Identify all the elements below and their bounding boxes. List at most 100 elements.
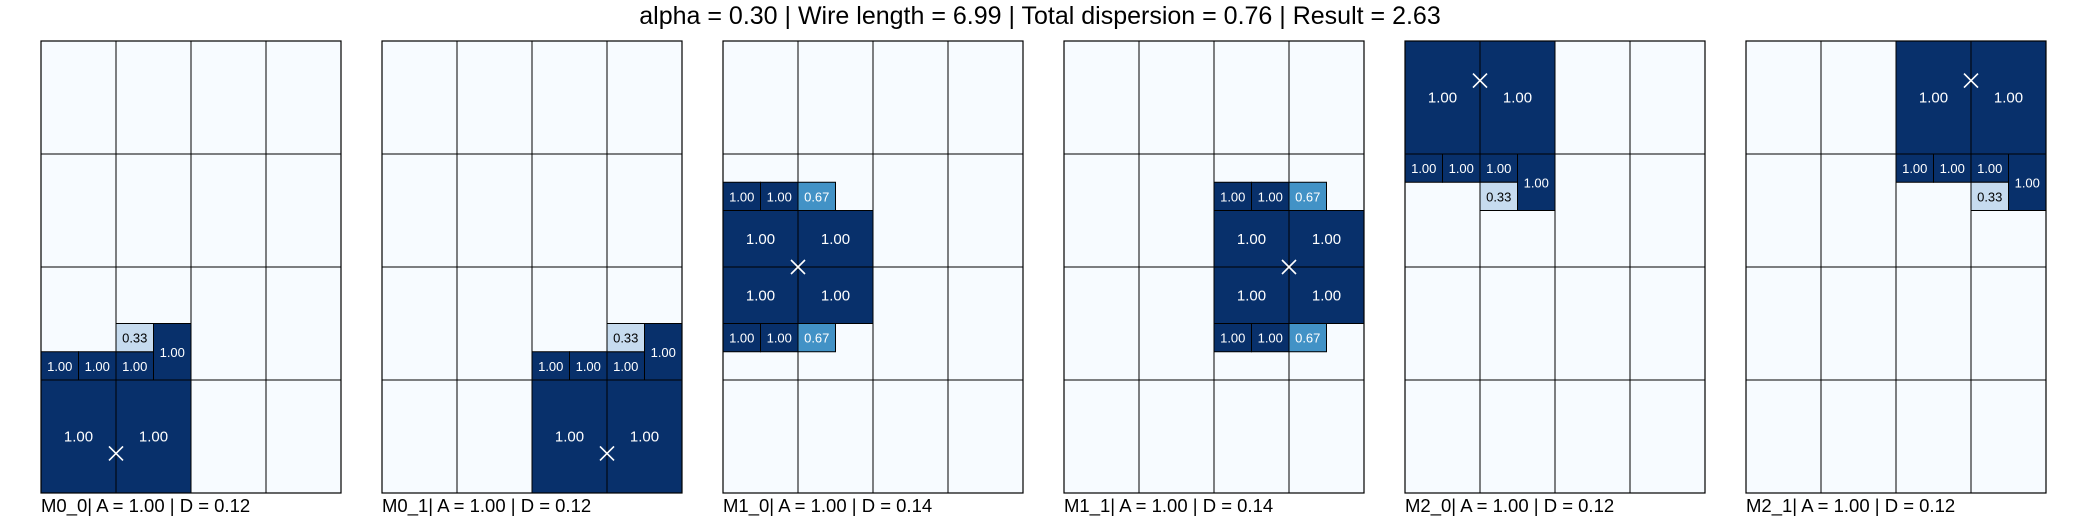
cell	[797, 323, 836, 353]
cell-value-label: 1.00	[729, 331, 754, 346]
cell-value-label: 1.00	[1220, 189, 1245, 204]
cell-value-label: 1.00	[1994, 90, 2023, 107]
cell-value-label: 0.67	[1295, 189, 1320, 204]
cell	[760, 181, 799, 211]
cell	[1479, 40, 1556, 155]
panel-m1-1: 1.00 1.00 0.67 1.00 1.00 1.00 1.00 1.00 1.00 0.67	[1063, 40, 1365, 494]
cell-value-label: 1.00	[1902, 161, 1927, 176]
cell-value-label: 0.67	[804, 331, 829, 346]
panel-frame	[722, 40, 1024, 494]
cell-value-label: 1.00	[746, 287, 775, 304]
cell-value-label: 1.00	[1312, 287, 1341, 304]
cell-value-label: 1.00	[47, 359, 72, 374]
cell-value-label: 1.00	[729, 189, 754, 204]
cell	[531, 351, 570, 381]
center-marker	[108, 445, 124, 462]
panel-label: M1_1| A = 1.00 | D = 0.14	[1064, 495, 1274, 516]
panel-m0-1: 1.00 1.00 1.00 1.00 1.00 0.33 1.00	[381, 40, 683, 494]
cell	[722, 266, 799, 324]
cell-value-label: 1.00	[821, 287, 850, 304]
panel-frame	[1745, 40, 2047, 494]
cell	[115, 351, 154, 381]
cell	[1213, 323, 1252, 353]
cell	[722, 323, 761, 353]
cell-value-label: 1.00	[1449, 161, 1474, 176]
cell	[1251, 323, 1290, 353]
center-marker	[790, 259, 806, 275]
cell	[1895, 40, 1972, 155]
cell	[2008, 153, 2047, 211]
cell-value-label: 1.00	[767, 189, 792, 204]
cell-value-label: 1.00	[139, 429, 168, 446]
panel-m2-1: 1.00 1.00 1.00 1.00 1.00 0.33 1.00	[1745, 40, 2047, 494]
cell-value-label: 1.00	[64, 429, 93, 446]
panel-frame	[381, 40, 683, 494]
cell	[1288, 323, 1327, 353]
cell-value-label: 1.00	[538, 359, 563, 374]
cell-value-label: 1.00	[821, 231, 850, 248]
panel-m1-0: 1.00 1.00 0.67 1.00 1.00 1.00 1.00 1.00 1.00 0.67	[722, 40, 1024, 494]
cell-value-label: 1.00	[651, 345, 676, 360]
cell	[722, 210, 799, 268]
cell	[569, 351, 608, 381]
cell-value-label: 0.67	[804, 189, 829, 204]
cell-value-label: 1.00	[160, 345, 185, 360]
cell-value-label: 1.00	[1503, 90, 1532, 107]
cell-value-label: 0.67	[1295, 331, 1320, 346]
panel-m2-0: 1.00 1.00 1.00 1.00 1.00 0.33 1.00	[1404, 40, 1706, 494]
cell-value-label: 1.00	[122, 359, 147, 374]
panel-label: M0_1| A = 1.00 | D = 0.12	[382, 495, 592, 516]
cell-value-label: 1.00	[767, 331, 792, 346]
cell	[1933, 153, 1972, 183]
cell-value-label: 1.00	[630, 429, 659, 446]
panel-label: M1_0| A = 1.00 | D = 0.14	[723, 495, 933, 516]
cell-value-label: 1.00	[576, 359, 601, 374]
cell	[1895, 153, 1934, 183]
cell-value-label: 0.33	[613, 331, 638, 346]
cell	[1970, 181, 2009, 211]
center-marker	[1963, 72, 1979, 89]
cell-value-label: 1.00	[1919, 90, 1948, 107]
panel-label: M0_0| A = 1.00 | D = 0.12	[41, 495, 251, 516]
cell-value-label: 0.33	[122, 331, 147, 346]
panel-label: M2_0| A = 1.00 | D = 0.12	[1405, 495, 1615, 516]
cell	[531, 379, 608, 494]
cell	[606, 323, 645, 353]
cell-value-label: 1.00	[85, 359, 110, 374]
cell	[1288, 266, 1365, 324]
cell	[115, 323, 154, 353]
cell	[797, 266, 874, 324]
cell-value-label: 1.00	[1237, 287, 1266, 304]
cell-value-label: 0.33	[1977, 189, 2002, 204]
cell-value-label: 1.00	[555, 429, 584, 446]
cell	[1251, 181, 1290, 211]
cell-value-label: 1.00	[1411, 161, 1436, 176]
cell	[1442, 153, 1481, 183]
cell-value-label: 1.00	[2015, 175, 2040, 190]
center-marker	[599, 445, 615, 462]
cell-value-label: 1.00	[1237, 231, 1266, 248]
cell-value-label: 1.00	[1524, 175, 1549, 190]
cell-value-label: 1.00	[613, 359, 638, 374]
cell	[1213, 266, 1290, 324]
panel-frame	[40, 40, 342, 494]
cell	[153, 323, 192, 381]
panel-label: M2_1| A = 1.00 | D = 0.12	[1746, 495, 1956, 516]
center-marker	[1281, 259, 1297, 275]
panel-m0-0: 1.00 1.00 1.00 1.00 1.00 0.33 1.00	[40, 40, 342, 494]
cell-value-label: 0.33	[1486, 189, 1511, 204]
cell-value-label: 1.00	[1940, 161, 1965, 176]
cell-value-label: 1.00	[1258, 189, 1283, 204]
cell-value-label: 1.00	[1258, 331, 1283, 346]
cell-value-label: 1.00	[1312, 231, 1341, 248]
cell	[644, 323, 683, 381]
panel-frame	[1404, 40, 1706, 494]
cell-value-label: 1.00	[1428, 90, 1457, 107]
cell-value-label: 1.00	[1977, 161, 2002, 176]
center-marker	[1472, 72, 1488, 89]
figure-title: alpha = 0.30 | Wire length = 6.99 | Tota…	[639, 2, 1441, 30]
cell-value-label: 1.00	[1486, 161, 1511, 176]
panel-frame	[1063, 40, 1365, 494]
cell-value-label: 1.00	[1220, 331, 1245, 346]
